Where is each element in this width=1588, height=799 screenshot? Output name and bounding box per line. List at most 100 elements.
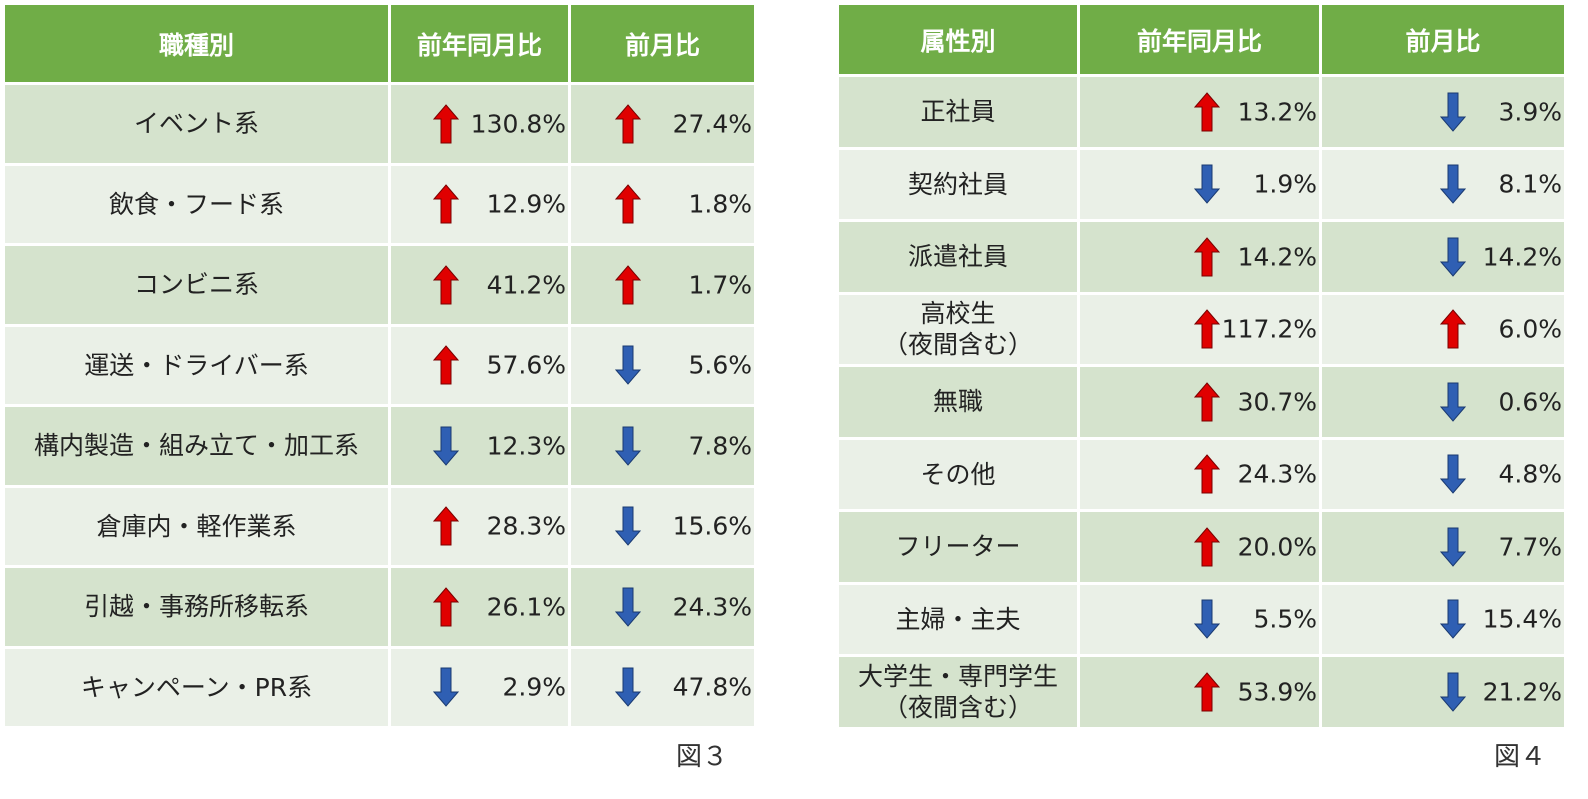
mom-value: 7.8% [688, 431, 752, 461]
row-label: 運送・ドライバー系 [2, 323, 391, 407]
yoy-cell: 57.6% [388, 323, 571, 407]
arrow-up-icon [433, 506, 459, 546]
row-label-text: 無職 [932, 387, 983, 417]
mom-value: 15.4% [1482, 604, 1562, 634]
yoy-value: 2.9% [502, 672, 566, 702]
mom-cell: 1.8% [568, 162, 757, 246]
row-label-text: 引越・事務所移転系 [83, 592, 309, 622]
arrow-up-icon [433, 184, 459, 224]
row-label: 無職 [836, 364, 1080, 440]
mom-value: 4.8% [1498, 459, 1562, 489]
yoy-cell: 53.9% [1077, 654, 1322, 730]
header-yoy: 前年同月比 [1077, 2, 1322, 77]
row-label: 大学生・専門学生 （夜間含む） [836, 654, 1080, 730]
arrow-down-icon [1440, 454, 1466, 495]
table-row: 構内製造・組み立て・加工系 12.3% 7.8% [2, 404, 757, 488]
mom-value: 1.8% [688, 189, 752, 219]
mom-cell: 3.9% [1319, 74, 1567, 150]
yoy-value: 57.6% [486, 350, 566, 380]
yoy-cell: 20.0% [1077, 509, 1322, 585]
row-label-text: 高校生 [920, 299, 996, 328]
arrow-down-icon [615, 345, 641, 386]
row-label: フリーター [836, 509, 1080, 585]
mom-cell: 4.8% [1319, 436, 1567, 512]
table-row: 契約社員 1.9% 8.1% [836, 146, 1567, 222]
mom-value: 6.0% [1498, 314, 1562, 344]
yoy-cell: 26.1% [388, 565, 571, 649]
row-label: 高校生 （夜間含む） [836, 291, 1080, 367]
table-row: 正社員 13.2% 3.9% [836, 74, 1567, 150]
arrow-down-icon [1440, 527, 1466, 567]
row-label-text: （夜間含む） [882, 692, 1033, 722]
arrow-down-icon [433, 426, 459, 466]
yoy-cell: 24.3% [1077, 436, 1322, 512]
arrow-down-icon [1440, 599, 1466, 640]
mom-cell: 8.1% [1319, 146, 1567, 222]
row-label-text: フリーター [895, 532, 1021, 562]
arrow-down-icon [615, 587, 641, 627]
arrow-up-icon [433, 345, 459, 385]
yoy-cell: 28.3% [388, 484, 571, 568]
table-row: 高校生 （夜間含む） 117.2% 6.0% [836, 291, 1567, 367]
row-label-text: （夜間含む） [882, 330, 1033, 360]
yoy-cell: 2.9% [388, 645, 571, 729]
mom-cell: 5.6% [568, 323, 757, 407]
mom-value: 14.2% [1482, 242, 1562, 272]
mom-cell: 47.8% [568, 645, 757, 729]
row-label: 構内製造・組み立て・加工系 [2, 404, 391, 488]
mom-cell: 15.4% [1319, 581, 1567, 657]
arrow-down-icon [1440, 164, 1466, 205]
arrow-down-icon [615, 426, 641, 466]
row-label-text: イベント系 [133, 109, 259, 139]
yoy-value: 30.7% [1237, 387, 1317, 417]
row-label: 派遣社員 [836, 219, 1080, 295]
row-label-text: 倉庫内・軽作業系 [96, 511, 297, 541]
mom-value: 15.6% [672, 511, 752, 541]
arrow-down-icon [433, 667, 459, 708]
row-label-text: キャンペーン・PR系 [80, 672, 313, 702]
yoy-value: 26.1% [486, 592, 566, 622]
arrow-up-icon [1194, 91, 1220, 132]
yoy-value: 117.2% [1221, 314, 1317, 344]
yoy-value: 20.0% [1237, 532, 1317, 562]
arrow-up-icon [1194, 309, 1220, 349]
table-row: 主婦・主夫 5.5% 15.4% [836, 581, 1567, 657]
row-label: キャンペーン・PR系 [2, 645, 391, 729]
arrow-down-icon [1440, 237, 1466, 277]
arrow-down-icon [1194, 599, 1220, 640]
row-label-text: 契約社員 [907, 169, 1008, 199]
table-row: 飲食・フード系 12.9% 1.8% [2, 162, 757, 246]
arrow-up-icon [1194, 454, 1220, 494]
table-row: イベント系 130.8% 27.4% [2, 82, 757, 166]
row-label: その他 [836, 436, 1080, 512]
header-mom: 前月比 [1319, 2, 1567, 77]
table-row: 倉庫内・軽作業系 28.3% 15.6% [2, 484, 757, 568]
mom-cell: 0.6% [1319, 364, 1567, 440]
yoy-value: 14.2% [1237, 242, 1317, 272]
arrow-down-icon [615, 506, 641, 547]
arrow-up-icon [1194, 236, 1220, 277]
mom-value: 21.2% [1482, 677, 1562, 707]
row-label: 飲食・フード系 [2, 162, 391, 246]
mom-value: 3.9% [1498, 97, 1562, 127]
yoy-cell: 117.2% [1077, 291, 1322, 367]
yoy-value: 1.9% [1253, 169, 1317, 199]
arrow-down-icon [1194, 164, 1220, 205]
mom-value: 7.7% [1498, 532, 1562, 562]
arrow-up-icon [1194, 381, 1220, 422]
figure3-table: 職種別 前年同月比 前月比 イベント系 130.8% 27.4% 飲食・フード系 12.… [2, 2, 757, 729]
table-row: 大学生・専門学生 （夜間含む） 53.9% 21.2% [836, 654, 1567, 730]
table-row: コンビニ系 41.2% 1.7% [2, 243, 757, 327]
mom-cell: 7.7% [1319, 509, 1567, 585]
row-label: 引越・事務所移転系 [2, 565, 391, 649]
table-row: 無職 30.7% 0.6% [836, 364, 1567, 440]
row-label: 倉庫内・軽作業系 [2, 484, 391, 568]
mom-value: 0.6% [1498, 387, 1562, 417]
table-row: 派遣社員 14.2% 14.2% [836, 219, 1567, 295]
table-row: キャンペーン・PR系 2.9% 47.8% [2, 645, 757, 729]
mom-cell: 6.0% [1319, 291, 1567, 367]
yoy-cell: 14.2% [1077, 219, 1322, 295]
figure4-table: 属性別 前年同月比 前月比 正社員 13.2% 3.9% 契約社員 1.9% 8.1% 派遣… [836, 2, 1567, 730]
figure4-header-row: 属性別 前年同月比 前月比 [836, 2, 1567, 77]
arrow-down-icon [1440, 382, 1466, 422]
